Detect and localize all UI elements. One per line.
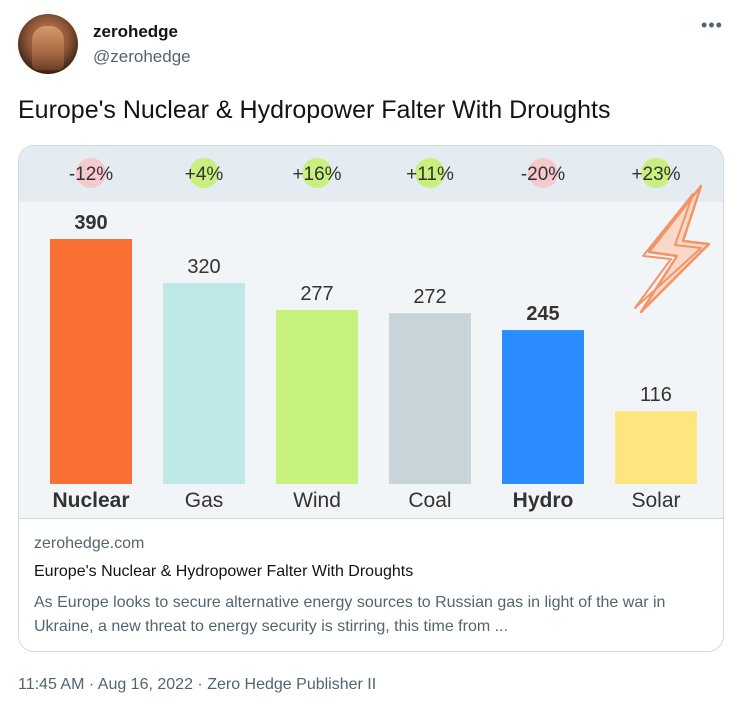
value-label: 272 xyxy=(413,286,446,308)
tweet-date[interactable]: Aug 16, 2022 xyxy=(97,676,193,693)
bar-chart: -12% 390 Nuclear +4% 320 Gas +16% 277 Wind +11% 27… xyxy=(50,158,711,512)
change-label: -12% xyxy=(69,164,113,185)
separator: · xyxy=(88,676,95,693)
bar-solar xyxy=(615,411,697,484)
change-label: +11% xyxy=(406,164,454,185)
tweet-source[interactable]: Zero Hedge Publisher II xyxy=(207,676,377,693)
bar-nuclear xyxy=(50,239,132,484)
change-highlight xyxy=(415,158,445,188)
bar-gas xyxy=(163,282,245,484)
avatar-figure xyxy=(32,26,64,70)
user-handle[interactable]: @zerohedge xyxy=(93,47,191,66)
change-highlight xyxy=(302,158,332,188)
link-card[interactable]: -12% 390 Nuclear +4% 320 Gas +16% 277 Wind +11% 27… xyxy=(18,145,724,652)
value-label: 390 xyxy=(74,212,107,234)
category-label: Gas xyxy=(185,489,224,512)
category-label: Wind xyxy=(293,489,341,512)
bar-coal xyxy=(389,313,471,484)
card-domain: zerohedge.com xyxy=(34,535,145,552)
change-label: +4% xyxy=(185,164,224,185)
change-highlight xyxy=(76,158,106,188)
change-row xyxy=(19,146,723,202)
bar-hydro xyxy=(502,330,584,484)
card-image-chart: -12% 390 Nuclear +4% 320 Gas +16% 277 Wind +11% 27… xyxy=(19,146,723,518)
value-label: 277 xyxy=(300,283,333,305)
tweet-text: Europe's Nuclear & Hydropower Falter Wit… xyxy=(18,96,611,124)
change-highlight xyxy=(528,158,558,188)
value-label: 116 xyxy=(640,384,672,406)
more-icon[interactable]: ••• xyxy=(701,15,723,35)
change-highlight xyxy=(189,158,219,188)
tweet-time[interactable]: 11:45 AM xyxy=(18,676,85,693)
change-label: +23% xyxy=(631,164,680,185)
avatar[interactable] xyxy=(18,14,78,74)
card-description: As Europe looks to secure alternative en… xyxy=(34,594,666,635)
lightning-bolt-icon xyxy=(634,184,711,314)
category-label: Nuclear xyxy=(52,489,129,512)
separator: · xyxy=(197,676,203,693)
card-title: Europe's Nuclear & Hydropower Falter Wit… xyxy=(34,563,414,580)
change-highlight xyxy=(641,158,671,188)
category-label: Coal xyxy=(408,489,451,512)
card-info[interactable]: zerohedge.com Europe's Nuclear & Hydropo… xyxy=(19,518,723,651)
value-label: 245 xyxy=(526,303,559,325)
change-label: +16% xyxy=(292,164,341,185)
value-label: 320 xyxy=(187,256,220,278)
category-label: Solar xyxy=(631,489,680,512)
change-label: -20% xyxy=(521,164,565,185)
user-name[interactable]: zerohedge xyxy=(93,22,179,41)
bar-wind xyxy=(276,309,358,484)
tweet-timestamp: 11:45 AM · Aug 16, 2022 · Zero Hedge Pub… xyxy=(18,676,376,694)
category-label: Hydro xyxy=(513,489,574,512)
